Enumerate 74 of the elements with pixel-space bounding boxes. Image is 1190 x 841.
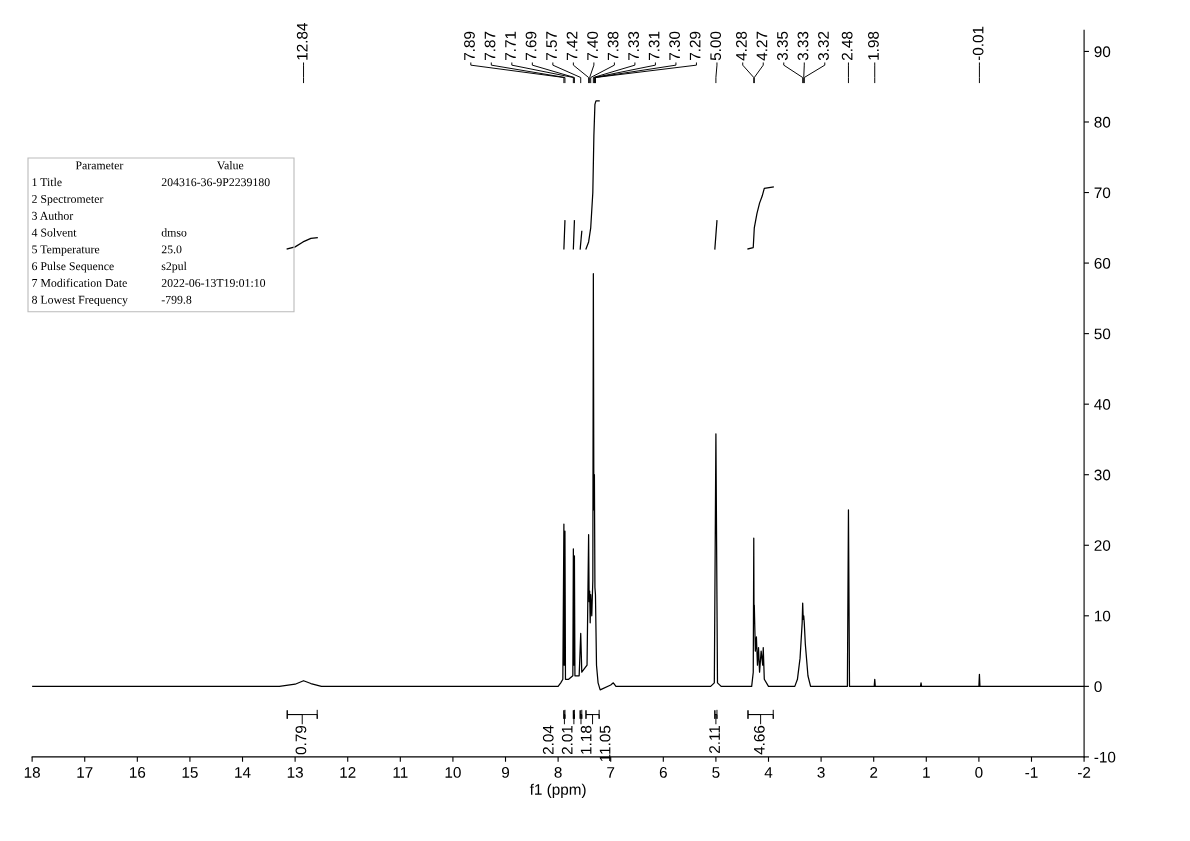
y-tick-label: 70 <box>1094 187 1111 199</box>
text: 4 Solvent dmso <box>31 228 187 237</box>
x-tick-label: 5 <box>712 767 720 778</box>
y-tick-label: 0 <box>1094 681 1102 693</box>
annotation: 7.29 <box>689 31 701 61</box>
annotation: 1.98 <box>868 31 879 60</box>
text: 7 Modification Date 2022-06-13T19:01:10 <box>32 278 266 288</box>
annotation: 5.00 <box>710 31 722 61</box>
x-tick-label: 2 <box>870 767 878 778</box>
annotation: 2 Spectrometer <box>32 195 104 206</box>
annotation: 7.30 <box>669 31 681 61</box>
x-tick-label: 17 <box>77 767 93 778</box>
annotation: -0.01 <box>972 26 984 61</box>
x-tick-label: 13 <box>287 767 303 778</box>
annotation: 7.69 <box>525 31 537 61</box>
annotation: 7.31 <box>648 31 660 61</box>
x-tick-label: 0 <box>975 767 983 778</box>
annotation: 7.57 <box>546 31 557 61</box>
text: 1 Title 204316-36-9P2239180 <box>32 177 270 187</box>
x-tick-label: 4 <box>764 767 773 778</box>
y-tick-label: 60 <box>1094 257 1111 269</box>
x-tick-label: 1 <box>923 767 930 778</box>
x-axis-title: f1 (ppm) <box>529 783 586 798</box>
annotation: 2.48 <box>841 31 853 61</box>
annotation: 7.38 <box>607 31 619 61</box>
y-tick-label: -10 <box>1094 751 1116 763</box>
annotation: 12.84 <box>296 23 308 60</box>
y-tick-label: 90 <box>1094 46 1111 58</box>
annotation: 3.33 <box>797 31 809 61</box>
annotation: 0.79 <box>295 725 307 755</box>
line-series <box>585 100 600 250</box>
x-tick-label: 10 <box>445 767 461 778</box>
annotation: 1.18 <box>580 725 592 754</box>
y-tick-label: 80 <box>1094 116 1111 128</box>
x-tick-label: -2 <box>1077 767 1091 778</box>
annotation: 7.40 <box>587 31 598 61</box>
x-tick-label: 11 <box>393 767 408 778</box>
y-tick-label: 50 <box>1094 328 1111 340</box>
x-tick-label: -1 <box>1025 767 1038 778</box>
x-tick-label: 14 <box>235 767 251 778</box>
annotation: 7.89 <box>464 31 475 61</box>
annotation: 7.42 <box>566 31 578 61</box>
x-tick-label: 16 <box>130 767 146 778</box>
annotation: 3.32 <box>818 31 829 61</box>
text: 6 Pulse Sequence s2pul <box>32 261 187 273</box>
annotation: 4.27 <box>756 31 768 61</box>
annotation: 4.66 <box>753 725 765 755</box>
line-series <box>747 186 774 250</box>
x-tick-label: 15 <box>182 767 198 778</box>
annotation: 2.04 <box>542 725 554 755</box>
x-tick-label: 12 <box>340 767 356 778</box>
annotation: 2.01 <box>561 725 573 755</box>
annotation: 7.33 <box>628 31 639 61</box>
line-series <box>286 237 318 250</box>
annotation: 7.71 <box>505 31 516 61</box>
text: Parameter Value <box>75 161 244 170</box>
text: 8 Lowest Frequency -799.8 <box>32 295 192 307</box>
y-tick-label: 10 <box>1094 610 1111 622</box>
y-tick-label: 40 <box>1094 399 1111 410</box>
annotation: 3 Author <box>32 211 74 220</box>
annotation: 7.87 <box>484 31 496 61</box>
annotation: 2.11 <box>709 725 720 753</box>
x-tick-label: 6 <box>659 767 667 778</box>
x-tick-label: 9 <box>501 767 510 778</box>
annotation: 4.28 <box>736 31 747 61</box>
x-tick-label: 7 <box>607 767 615 778</box>
text: 5 Temperature 25.0 <box>32 245 182 256</box>
annotation: 3.35 <box>777 31 788 61</box>
y-tick-label: 20 <box>1094 540 1111 551</box>
y-tick-label: 30 <box>1094 469 1111 481</box>
x-tick-label: 3 <box>817 767 825 778</box>
x-tick-label: 8 <box>554 767 562 778</box>
x-tick-label: 18 <box>24 767 40 778</box>
annotation: 11.05 <box>599 725 611 762</box>
